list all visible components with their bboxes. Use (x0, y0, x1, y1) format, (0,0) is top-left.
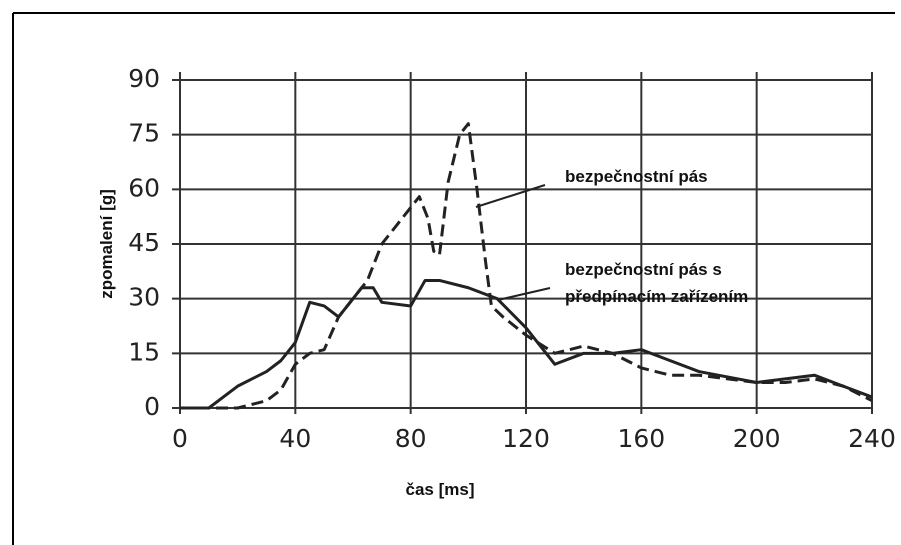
series-line (180, 278, 873, 410)
series-line (180, 122, 873, 410)
x-tick-label: 80 (395, 424, 427, 453)
leader-line (497, 287, 551, 301)
y-tick-label: 75 (128, 119, 160, 148)
y-tick-label: 60 (128, 173, 160, 202)
y-tick-label: 90 (128, 64, 160, 93)
y-axis-label: zpomalení [g] (97, 189, 116, 299)
x-tick-label: 240 (848, 424, 896, 453)
x-tick-label: 160 (617, 424, 665, 453)
leader-line (475, 184, 546, 208)
x-tick-label: 0 (172, 424, 188, 453)
annotation: bezpečnostní pás s předpínacím zařízením (565, 260, 749, 306)
x-tick-label: 200 (733, 424, 781, 453)
x-tick-label: 40 (279, 424, 311, 453)
x-axis-label: čas [ms] (406, 480, 475, 499)
annotation: bezpečnostní pás (565, 167, 708, 186)
y-tick-label: 45 (128, 228, 160, 257)
y-tick-label: 30 (128, 283, 160, 312)
x-tick-label: 120 (502, 424, 550, 453)
y-tick-label: 15 (128, 337, 160, 366)
y-tick-label: 0 (144, 392, 160, 421)
